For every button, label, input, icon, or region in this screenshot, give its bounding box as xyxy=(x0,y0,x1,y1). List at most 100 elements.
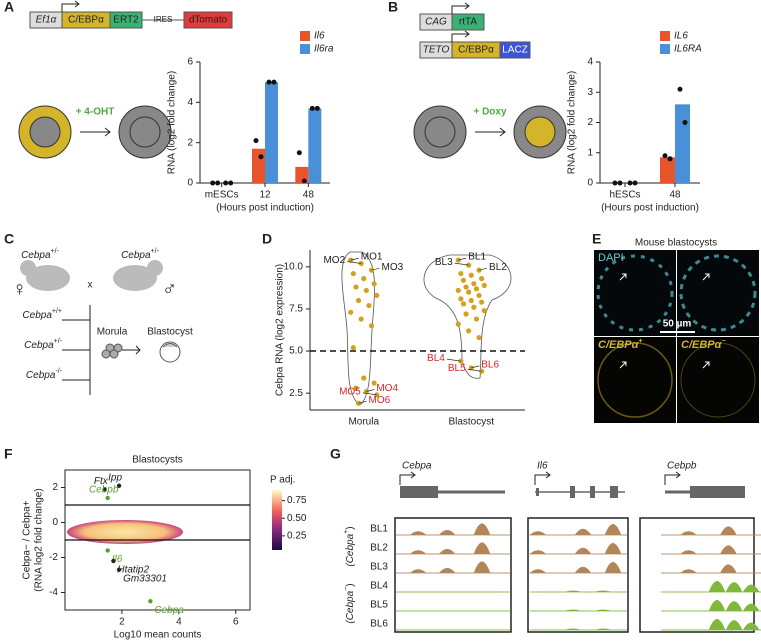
scale-bar-label: 50 µm xyxy=(663,319,692,330)
offspring-label: Cebpa+/- xyxy=(24,338,63,350)
point xyxy=(481,308,487,314)
label-leader xyxy=(471,365,480,369)
arrow xyxy=(122,345,141,355)
point-label: MO1 xyxy=(361,252,383,263)
arrow xyxy=(702,273,710,281)
point xyxy=(350,345,356,351)
gene-label: C/EBPα xyxy=(68,15,104,26)
point xyxy=(471,281,477,287)
legend-swatch xyxy=(660,44,670,54)
text-base: Cebpa xyxy=(24,340,54,351)
replicate-dot xyxy=(271,79,277,85)
gene-label: Ipp xyxy=(108,472,122,483)
point xyxy=(353,385,359,391)
panel-letter: E xyxy=(592,231,601,247)
exon xyxy=(400,486,438,498)
y-tick-label: 6 xyxy=(187,57,193,68)
morula-icon xyxy=(101,343,123,359)
nucleus xyxy=(524,116,556,148)
x-tick-label: 2 xyxy=(119,617,125,628)
inner-cell-mass xyxy=(162,343,178,348)
gene-point xyxy=(105,495,110,501)
y-tick-label: 0 xyxy=(187,178,193,189)
genotype-label: Cebpa+/- xyxy=(121,248,160,260)
text-sup: +/+ xyxy=(52,308,62,315)
gene-label: Htatip2 xyxy=(117,565,149,576)
cell-schematic xyxy=(18,105,172,159)
arrow xyxy=(702,361,710,369)
gene-point xyxy=(116,567,122,572)
replicate-dot xyxy=(677,86,683,92)
label-leader xyxy=(350,257,359,261)
image-title: Mouse blastocysts xyxy=(635,238,717,249)
point xyxy=(458,270,464,277)
coverage-track xyxy=(661,545,761,555)
linker-label: IRES xyxy=(154,15,173,24)
group-label: (Cebpa+) xyxy=(343,526,355,566)
y-tick-label: 2.5 xyxy=(289,388,303,399)
replicate-dot xyxy=(215,180,221,186)
x-tick-label: 4 xyxy=(176,617,182,628)
point xyxy=(374,292,380,299)
colorbar-tick-label: 0.25 xyxy=(287,531,307,542)
stage-label: Blastocyst xyxy=(147,327,193,338)
replicate-dot xyxy=(627,180,633,186)
offspring-label: Cebpa+/+ xyxy=(22,308,62,320)
text-base: Cebpa xyxy=(21,250,51,261)
mouse xyxy=(113,265,157,291)
mouse-head xyxy=(147,260,163,276)
x-tick-label: 48 xyxy=(303,190,315,201)
text-sup: +/- xyxy=(51,248,60,255)
point-label: BL1 xyxy=(468,252,486,263)
exon xyxy=(690,486,745,498)
sample-label: BL5 xyxy=(370,600,388,611)
point xyxy=(366,302,372,309)
group-label: (Cebpa−) xyxy=(343,583,355,623)
exon xyxy=(590,486,595,498)
reporter-box xyxy=(499,41,531,59)
replicate-dot xyxy=(266,79,272,85)
bar xyxy=(675,104,690,183)
point xyxy=(479,276,485,282)
bar xyxy=(308,108,322,183)
point xyxy=(463,284,469,290)
label-leader xyxy=(358,400,367,404)
gene-label: Cebpa xyxy=(154,605,184,616)
text-sup: +/- xyxy=(151,248,160,255)
promoter-label: Ef1α xyxy=(36,15,57,26)
point xyxy=(463,311,469,317)
text-sup: + xyxy=(638,338,642,345)
point xyxy=(358,316,364,322)
point xyxy=(455,287,461,294)
gene-name: Cebpb xyxy=(667,461,697,472)
coverage-track xyxy=(529,542,627,555)
x-tick-label: 48 xyxy=(669,190,681,201)
coverage-track xyxy=(661,599,761,612)
gene-point xyxy=(148,599,153,604)
construct-b xyxy=(419,2,531,59)
tss-arrow xyxy=(451,2,470,14)
panel-letter: B xyxy=(388,0,398,15)
track-box xyxy=(394,517,512,633)
legend-swatch xyxy=(660,31,670,41)
point xyxy=(363,287,369,294)
colorbar-title: P adj. xyxy=(270,475,295,486)
promoter-label: CAG xyxy=(425,17,447,28)
stage-label: Morula xyxy=(97,327,128,338)
gene-label: Il6 xyxy=(112,554,123,565)
text-end: ) xyxy=(345,526,356,529)
x-tick-label: hESCs xyxy=(609,190,640,201)
sample-label: BL2 xyxy=(370,543,388,554)
stain-label: DAPI xyxy=(598,252,624,264)
label-leader xyxy=(467,368,482,372)
track-box xyxy=(527,517,629,633)
point xyxy=(468,272,474,278)
text-base: C/EBPα xyxy=(598,339,640,351)
label-leader xyxy=(362,392,377,396)
reporter-box xyxy=(183,11,233,29)
text-sup: -/- xyxy=(55,368,62,375)
sample-label: BL3 xyxy=(370,562,388,573)
y-tick-label: 2 xyxy=(587,117,593,128)
image xyxy=(594,337,676,423)
